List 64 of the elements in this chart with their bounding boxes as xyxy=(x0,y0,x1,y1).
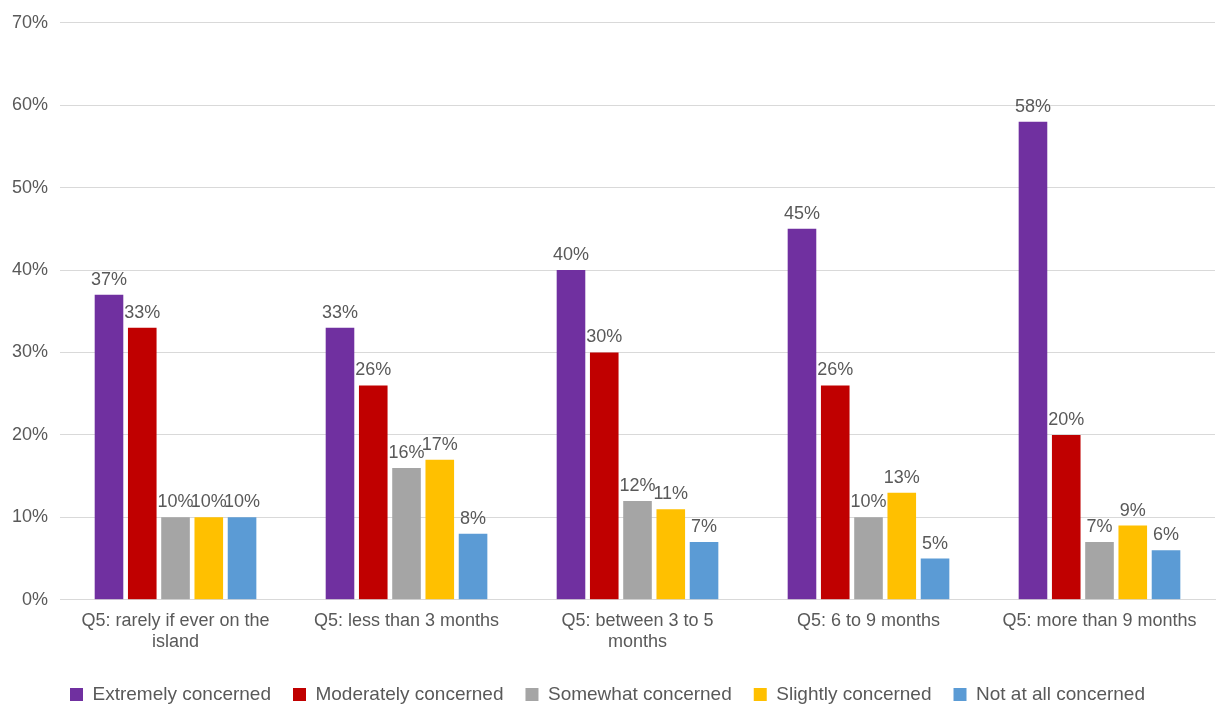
bar xyxy=(689,542,719,600)
bar xyxy=(854,517,883,600)
bar xyxy=(1051,434,1081,600)
data-label: 20% xyxy=(1048,408,1085,429)
bar xyxy=(623,500,652,600)
data-label: 8% xyxy=(460,507,487,528)
bar xyxy=(1085,542,1114,600)
y-tick-label: 60% xyxy=(12,94,49,115)
x-tick-label: Q5: more than 9 months xyxy=(1002,609,1197,630)
data-label: 10% xyxy=(157,491,194,512)
bar xyxy=(820,385,850,600)
y-tick-label: 30% xyxy=(12,341,49,362)
x-tick-label: Q5: rarely if ever on the island xyxy=(81,609,270,652)
bar xyxy=(1118,525,1148,600)
legend-label: Slightly concerned xyxy=(776,682,932,704)
data-label: 6% xyxy=(1153,524,1180,545)
data-label: 45% xyxy=(783,202,820,223)
bar xyxy=(227,517,257,600)
data-label: 13% xyxy=(883,466,920,487)
bar xyxy=(161,517,190,600)
data-label: 40% xyxy=(552,244,589,265)
legend-label: Extremely concerned xyxy=(92,682,271,704)
data-label: 10% xyxy=(850,491,887,512)
bar xyxy=(94,294,124,600)
y-tick-label: 20% xyxy=(12,423,49,444)
bar xyxy=(1018,121,1048,600)
data-label: 9% xyxy=(1119,499,1146,520)
bar xyxy=(358,385,388,600)
y-tick-label: 50% xyxy=(12,176,49,197)
bar xyxy=(325,327,355,600)
y-tick-label: 40% xyxy=(12,259,49,280)
bar xyxy=(920,558,950,600)
data-label: 33% xyxy=(124,301,161,322)
data-label: 58% xyxy=(1014,95,1051,116)
x-tick-label: Q5: less than 3 months xyxy=(313,609,500,630)
y-tick-label: 70% xyxy=(12,11,49,32)
data-label: 26% xyxy=(355,359,392,380)
bar xyxy=(1151,550,1181,600)
data-label: 33% xyxy=(321,301,359,322)
bar xyxy=(458,533,488,600)
legend-label: Somewhat concerned xyxy=(547,682,732,704)
bar xyxy=(556,270,586,600)
bar xyxy=(425,459,455,600)
bar xyxy=(656,509,686,600)
y-tick-label: 0% xyxy=(22,588,49,609)
legend-label: Not at all concerned xyxy=(976,682,1145,704)
data-label: 30% xyxy=(586,326,623,347)
bar xyxy=(787,228,817,600)
bar xyxy=(194,517,224,600)
bar xyxy=(887,492,917,600)
data-label: 7% xyxy=(1086,516,1113,537)
bar xyxy=(127,327,157,600)
data-label: 12% xyxy=(619,474,656,495)
x-tick-label: Q5: between 3 to 5 months xyxy=(561,609,714,652)
y-tick-label: 10% xyxy=(12,506,49,527)
data-label: 7% xyxy=(691,516,718,537)
data-label: 10% xyxy=(224,491,261,512)
x-tick-label: Q5: 6 to 9 months xyxy=(796,609,941,630)
bar xyxy=(392,467,421,600)
data-label: 26% xyxy=(817,359,854,380)
data-label: 5% xyxy=(922,532,949,553)
legend-label: Moderately concerned xyxy=(315,682,504,704)
data-label: 37% xyxy=(90,268,128,289)
bar xyxy=(589,352,619,600)
